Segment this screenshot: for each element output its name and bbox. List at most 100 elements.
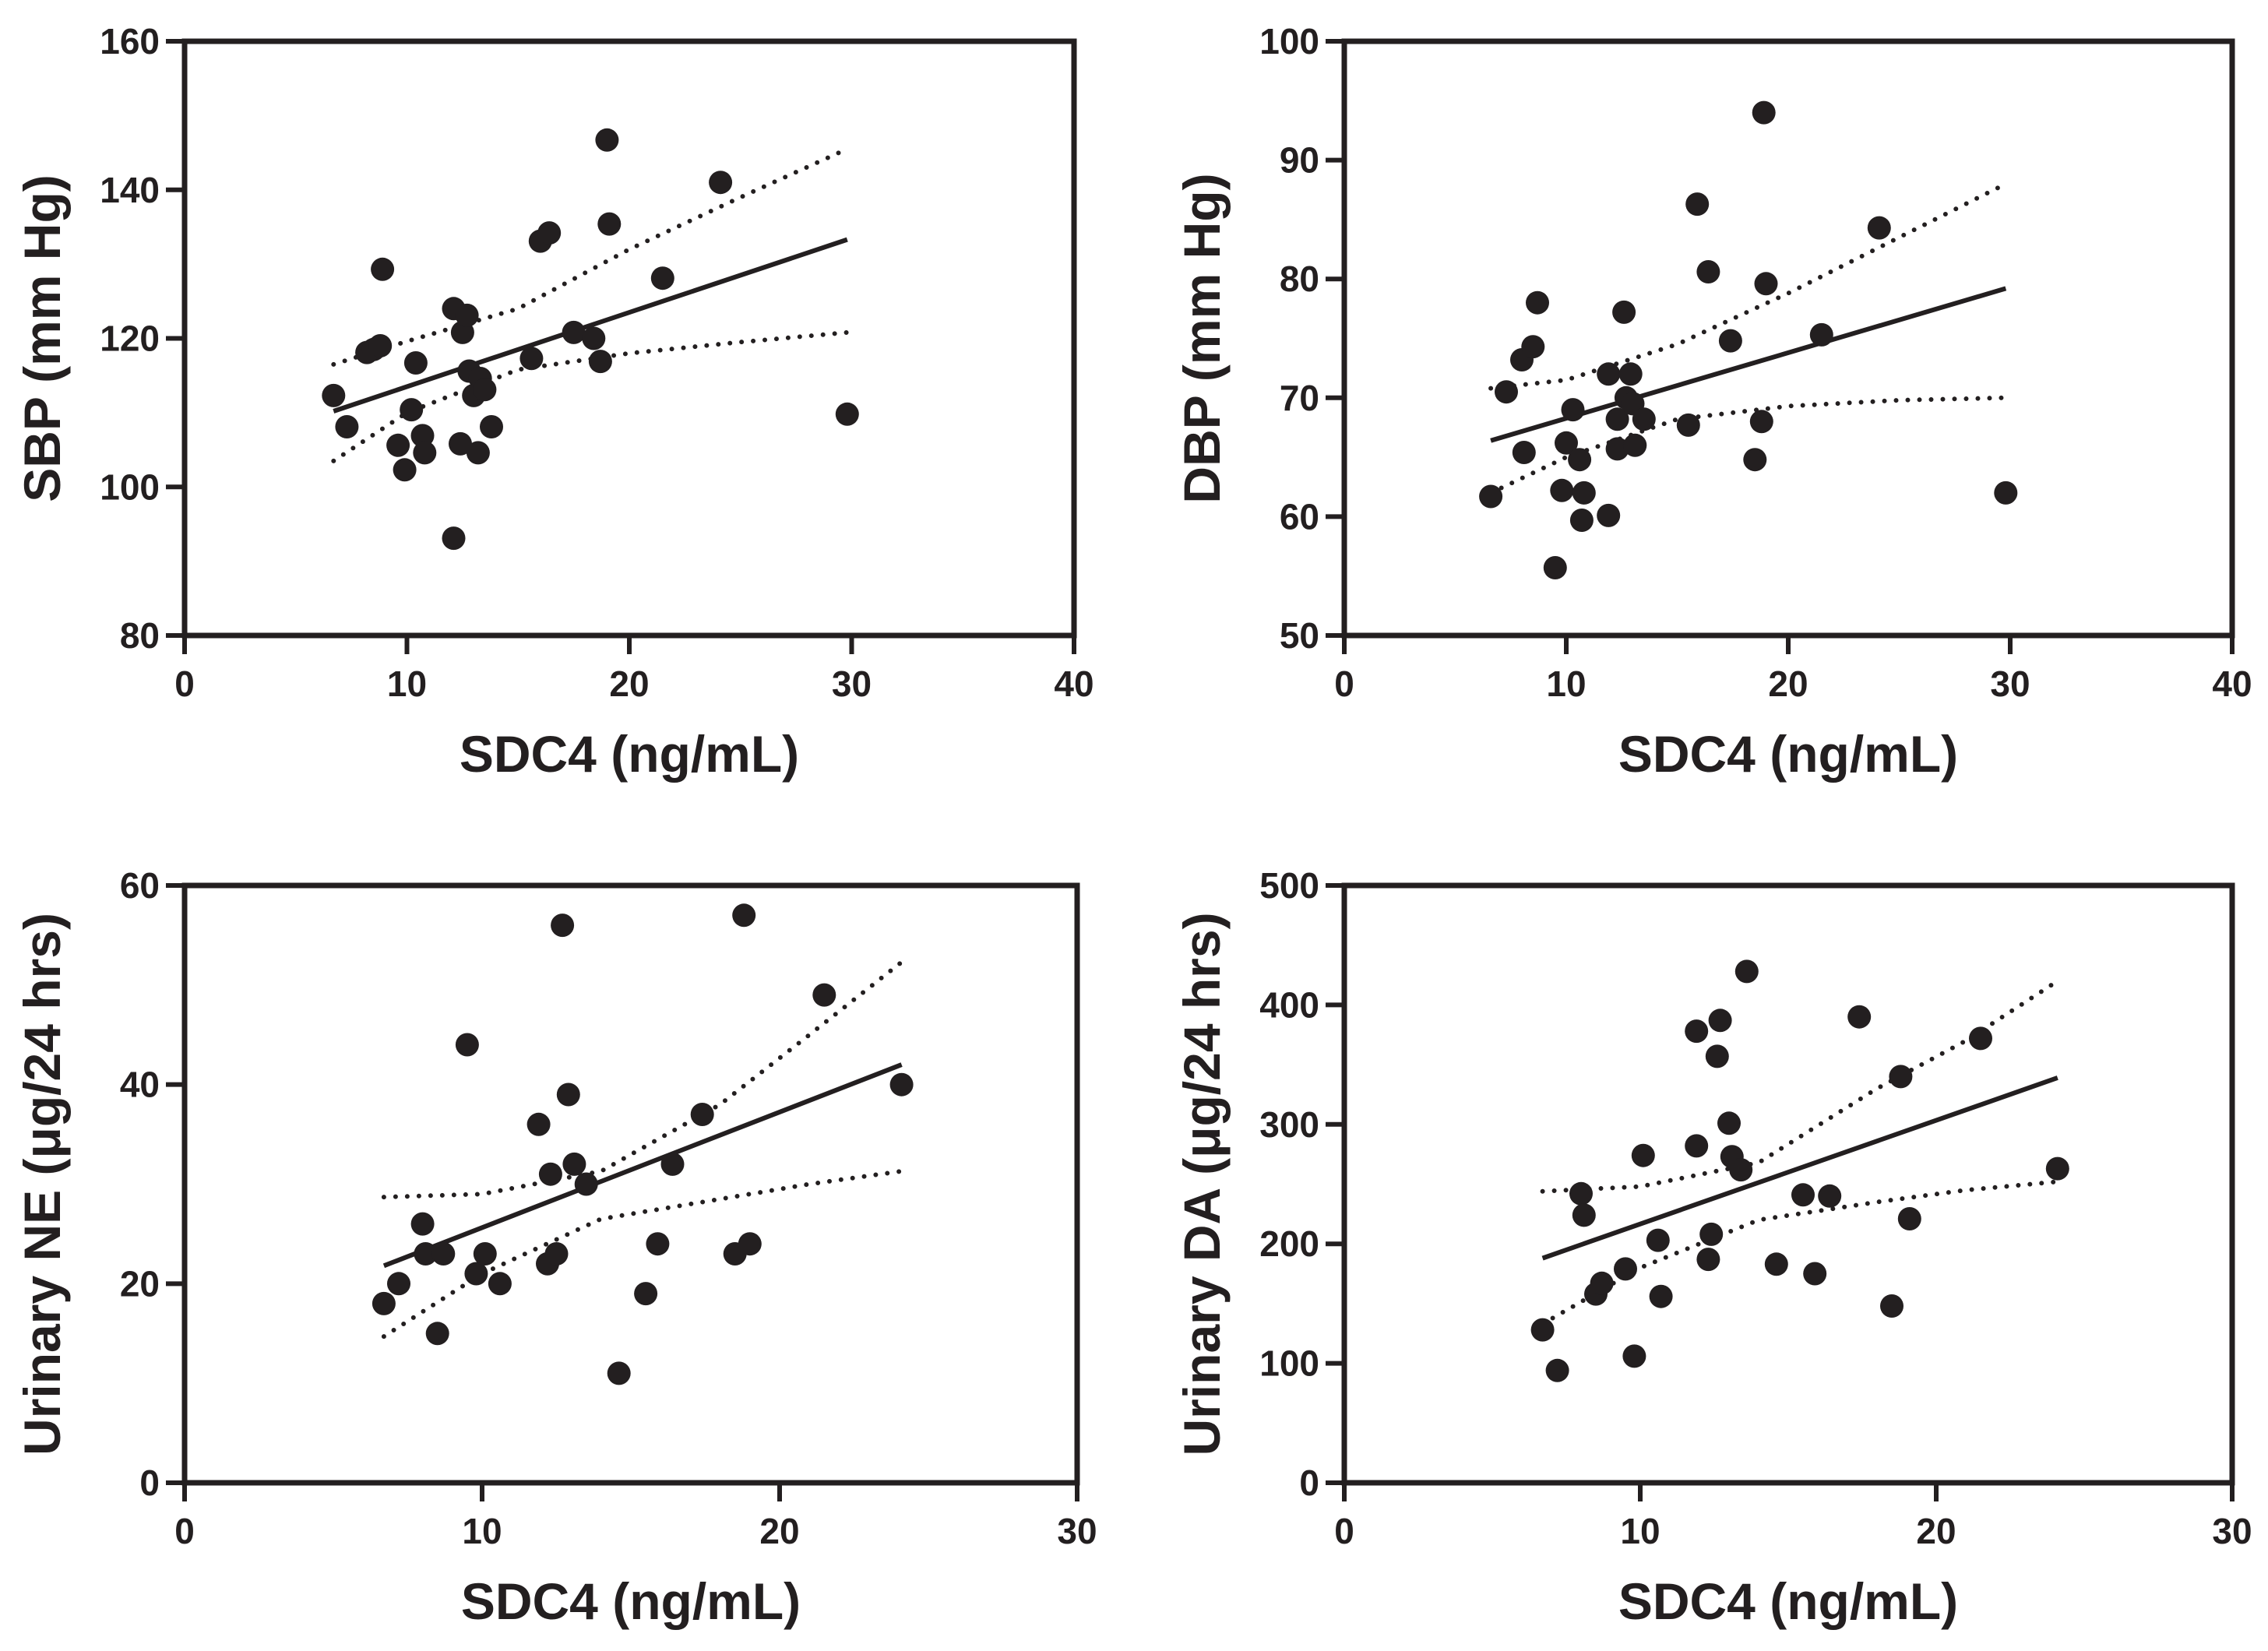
da-x-tick-label: 10	[1620, 1511, 1660, 1551]
ne-data-point	[425, 1322, 449, 1346]
ne-data-point	[372, 1291, 396, 1315]
ne-data-point	[889, 1072, 914, 1097]
sbp-data-point	[413, 441, 437, 465]
dbp-data-point	[1512, 441, 1536, 464]
sbp-data-point	[473, 378, 497, 402]
dbp-x-tick-label: 0	[1334, 664, 1354, 704]
da-data-point	[1530, 1318, 1555, 1342]
da-data-point	[1631, 1143, 1655, 1167]
da-data-point	[1708, 1009, 1732, 1033]
sbp-plot-frame	[181, 38, 1077, 639]
sbp-x-tick-label: 30	[832, 664, 872, 704]
ne-data-point	[556, 1082, 580, 1107]
sbp-data-point	[588, 350, 612, 374]
sbp-data-point	[455, 303, 479, 327]
da-data-point	[1734, 959, 1759, 984]
da-data-point	[1705, 1044, 1729, 1068]
dbp-x-tick-label: 10	[1546, 664, 1586, 704]
da-y-tick-label: 0	[1299, 1463, 1319, 1503]
da-data-point	[1590, 1271, 1614, 1295]
dbp-data-point	[1521, 335, 1545, 359]
sbp-x-tick-label: 10	[387, 664, 427, 704]
sbp-x-tick-label: 40	[1054, 664, 1094, 704]
dbp-data-point	[1754, 272, 1778, 296]
da-y-tick-label: 100	[1259, 1343, 1319, 1384]
sbp-y-tick-label: 100	[100, 466, 160, 507]
dbp-y-tick-label: 80	[1280, 259, 1319, 299]
dbp-data-point	[1597, 362, 1621, 386]
sbp-data-point	[368, 334, 393, 357]
ne-data-point	[690, 1103, 714, 1126]
ne-lower-confidence-band	[381, 1168, 904, 1339]
sbp-data-point	[480, 415, 503, 438]
dbp-y-tick-label: 70	[1280, 378, 1319, 418]
da-y-axis-title: Urinary DA (μg/24 hrs)	[1173, 912, 1231, 1456]
da-data-point	[1622, 1344, 1646, 1368]
dbp-data-point	[1994, 481, 2018, 505]
da-x-tick-label: 20	[1916, 1511, 1956, 1551]
ne-data-point	[431, 1242, 456, 1266]
sbp-scatter-plot: 0 10 20 30 40 80 100 120 140 160 SDC4 (ng/mL) SBP (…	[13, 21, 1094, 783]
dbp-y-tick-label: 60	[1280, 496, 1319, 537]
da-data-point	[1729, 1158, 1753, 1182]
ne-data-point	[574, 1172, 598, 1196]
ne-x-tick-label: 0	[174, 1511, 195, 1551]
da-upper-confidence-band	[1540, 978, 2060, 1194]
dbp-data-point	[1550, 478, 1574, 502]
dbp-data-point	[1612, 300, 1636, 324]
sbp-y-tick-label: 80	[120, 615, 160, 656]
sbp-data-point	[466, 441, 490, 465]
dbp-data-point	[1605, 407, 1629, 431]
ne-y-tick-label: 0	[139, 1463, 160, 1503]
ne-data-point	[387, 1272, 410, 1296]
da-data-point	[1818, 1184, 1842, 1208]
sbp-data-point	[449, 431, 472, 456]
dbp-data-point	[1572, 481, 1596, 505]
sbp-data-point	[442, 526, 466, 551]
dbp-data-point	[1743, 448, 1767, 472]
da-x-tick-label: 0	[1334, 1511, 1354, 1551]
sbp-y-tick-label: 160	[100, 21, 160, 62]
dbp-data-point	[1526, 290, 1549, 315]
da-data-point	[1764, 1252, 1788, 1276]
ne-data-point	[607, 1361, 631, 1385]
dbp-data-point	[1623, 433, 1647, 457]
da-data-point	[1717, 1111, 1741, 1135]
ne-x-axis-title: SDC4 (ng/mL)	[461, 1572, 801, 1630]
dbp-lower-confidence-band	[1488, 395, 2009, 495]
ne-y-tick-label: 40	[120, 1065, 160, 1105]
sbp-data-point	[371, 257, 395, 281]
dbp-upper-confidence-band	[1488, 181, 2009, 391]
ne-data-point	[473, 1242, 497, 1266]
dbp-y-axis-title: DBP (mm Hg)	[1173, 173, 1231, 503]
sbp-x-axis-title: SDC4 (ng/mL)	[460, 725, 799, 783]
da-data-point	[1545, 1358, 1569, 1382]
dbp-data-point	[1569, 509, 1594, 532]
ne-data-point	[538, 1162, 562, 1186]
da-data-point	[1572, 1203, 1596, 1227]
ne-data-point	[455, 1033, 479, 1057]
da-y-tick-label: 300	[1259, 1104, 1319, 1145]
ne-data-point	[562, 1152, 586, 1176]
dbp-data-point	[1696, 260, 1720, 283]
dbp-y-tick-label: 50	[1280, 615, 1319, 656]
ne-y-tick-label: 20	[120, 1263, 160, 1304]
sbp-data-point	[403, 351, 428, 375]
dbp-data-point	[1867, 216, 1891, 240]
ne-data-point	[732, 903, 756, 928]
sbp-y-tick-label: 120	[100, 319, 160, 359]
ne-data-point	[526, 1112, 551, 1136]
ne-x-tick-label: 10	[462, 1511, 502, 1551]
sbp-x-tick-label: 20	[609, 664, 649, 704]
urinary-ne-scatter-plot: 0 10 20 30 0 20 40 60 SDC4 (ng/mL) Urinary NE (μg…	[13, 865, 1097, 1630]
ne-data-point	[410, 1212, 435, 1236]
sbp-data-point	[400, 398, 424, 422]
sbp-data-point	[709, 171, 733, 195]
da-y-tick-label: 500	[1259, 865, 1319, 906]
ne-data-point	[738, 1232, 762, 1256]
ne-data-point	[812, 983, 836, 1007]
ne-data-point	[544, 1242, 569, 1266]
da-data-point	[1889, 1065, 1913, 1089]
sbp-data-point	[322, 383, 346, 407]
